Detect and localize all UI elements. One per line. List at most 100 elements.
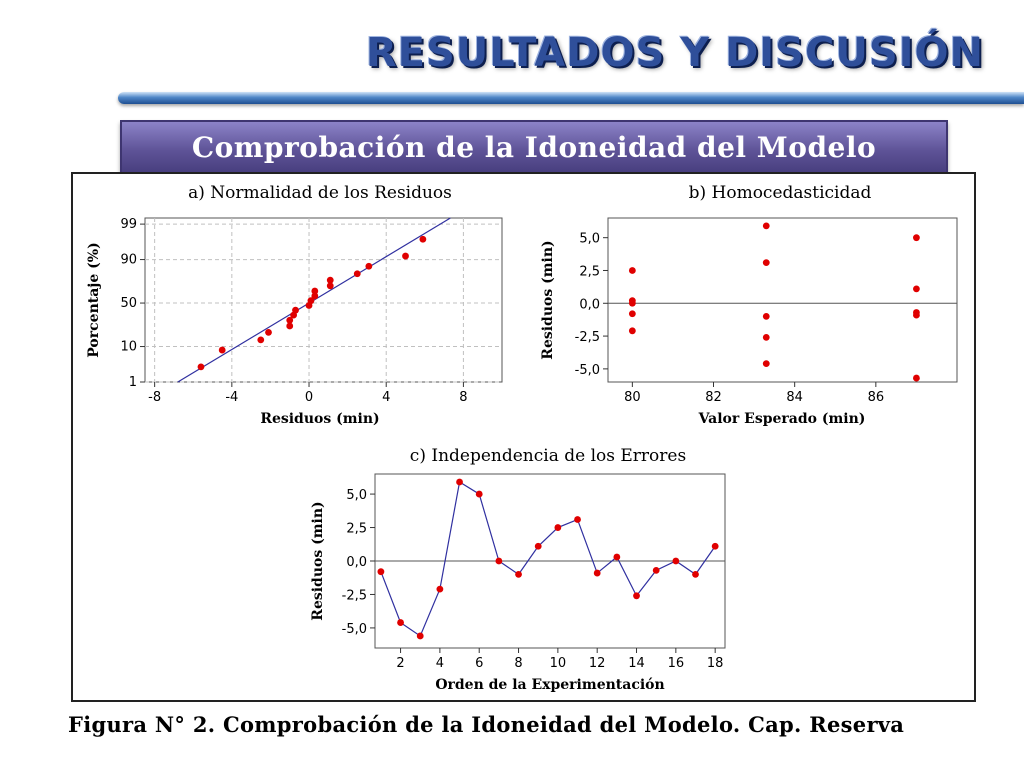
chart-a-xtick-label: 8 xyxy=(459,390,467,405)
chart-c-title: c) Independencia de los Errores xyxy=(410,446,686,466)
chart-b-ytick-label: 2,5 xyxy=(579,264,600,279)
chart-a-point xyxy=(311,287,319,295)
chart-c-point xyxy=(495,557,503,565)
chart-b-xlabel: Valor Esperado (min) xyxy=(698,411,866,427)
chart-a-title: a) Normalidad de los Residuos xyxy=(188,183,452,203)
chart-c-xtick-label: 16 xyxy=(668,656,685,671)
chart-a-ylabel: Porcentaje (%) xyxy=(86,242,102,357)
chart-c-point xyxy=(692,570,699,578)
chart-b-point xyxy=(913,234,920,242)
chart-a-point xyxy=(257,336,265,344)
chart-c-xtick-label: 2 xyxy=(396,656,404,671)
figure-frame xyxy=(71,172,976,702)
chart-c-series-line xyxy=(380,481,716,637)
chart-b-ylabel: Residuos (min) xyxy=(540,240,556,359)
chart-a-point xyxy=(419,235,427,243)
chart-c-xtick-label: 4 xyxy=(436,656,444,671)
chart-a-point xyxy=(353,270,361,278)
chart-c-point xyxy=(554,524,562,531)
chart-c-ylabel: Residuos (min) xyxy=(310,501,326,620)
chart-c-point xyxy=(416,632,424,640)
chart-b-xticks: 80 82 84 86 xyxy=(624,382,884,405)
chart-a-point xyxy=(402,252,409,260)
chart-c-xtick-label: 12 xyxy=(589,656,606,671)
chart-c-point xyxy=(436,585,444,593)
chart-c-yticks: 5,0 2,5 0,0 -2,5 -5,0 xyxy=(342,488,375,637)
chart-c-point xyxy=(672,557,680,565)
chart-a-point xyxy=(311,292,319,300)
chart-b-point xyxy=(628,267,636,274)
chart-b-point xyxy=(628,310,636,318)
chart-a-ytick-label: 10 xyxy=(120,340,137,355)
chart-b-plot-area xyxy=(607,217,958,383)
chart-b-xtick-label: 82 xyxy=(705,390,722,405)
chart-b-xtick-label: 86 xyxy=(868,390,885,405)
chart-a-point xyxy=(265,328,272,336)
chart-c-point xyxy=(633,592,640,600)
chart-a-xtick-label: -8 xyxy=(148,390,161,405)
chart-a-grid xyxy=(145,218,502,383)
chart-a-xtick-label: -4 xyxy=(225,390,238,405)
chart-a-ytick-label: 1 xyxy=(129,375,137,390)
chart-a-ytick-label: 50 xyxy=(120,296,137,311)
chart-a-plot-area xyxy=(144,217,503,383)
chart-b-point xyxy=(762,222,770,230)
chart-b-point xyxy=(628,327,636,335)
chart-b-point xyxy=(913,285,920,293)
chart-c-ytick-label: -5,0 xyxy=(342,622,367,637)
chart-a-point xyxy=(286,316,294,324)
figure-caption: Figura N° 2. Comprobación de la Idoneida… xyxy=(68,712,905,737)
chart-c-points xyxy=(377,478,719,640)
chart-c-ytick-label: 2,5 xyxy=(346,522,367,537)
chart-b-xtick-label: 84 xyxy=(786,390,803,405)
chart-b-point xyxy=(762,333,770,341)
chart-c-xlabel: Orden de la Experimentación xyxy=(435,677,664,693)
chart-c: c) Independencia de los Errores 2 4 6 8 10 12… xyxy=(310,446,726,693)
chart-b-ytick-label: 5,0 xyxy=(579,232,600,247)
chart-a-point xyxy=(326,276,334,284)
chart-c-xtick-label: 6 xyxy=(475,656,483,671)
chart-b-title: b) Homocedasticidad xyxy=(689,183,872,203)
chart-b-ytick-label: 0,0 xyxy=(579,297,600,312)
chart-b-ytick-label: -2,5 xyxy=(575,330,600,345)
chart-c-point xyxy=(652,566,660,574)
chart-c-xtick-label: 18 xyxy=(707,656,724,671)
chart-b-points xyxy=(628,222,920,382)
chart-c-ytick-label: 5,0 xyxy=(346,488,367,503)
chart-a-point xyxy=(197,363,205,371)
chart-b-ytick-label: -5,0 xyxy=(575,363,600,378)
chart-a-point xyxy=(286,322,294,330)
chart-c-ytick-label: 0,0 xyxy=(346,555,367,570)
chart-b: b) Homocedasticidad 80 82 84 86 5,0 2,5 0,0 -2… xyxy=(540,183,958,427)
chart-c-point xyxy=(475,490,483,498)
chart-c-point xyxy=(456,478,463,486)
chart-a-ytick-label: 90 xyxy=(120,253,137,268)
title-underline-bar xyxy=(118,92,1024,104)
chart-a-point xyxy=(307,297,315,305)
chart-b-point xyxy=(913,374,920,382)
chart-a: a) Normalidad de los Residuos -8 -4 0 4 8 11… xyxy=(86,183,503,427)
chart-c-xtick-label: 10 xyxy=(550,656,567,671)
chart-c-point xyxy=(515,570,522,578)
chart-c-point xyxy=(613,553,621,561)
chart-c-point xyxy=(593,569,601,577)
chart-c-point xyxy=(377,568,385,576)
chart-a-xlabel: Residuos (min) xyxy=(260,411,379,427)
chart-a-ytick-label: 99 xyxy=(120,217,137,232)
chart-a-point xyxy=(292,306,299,314)
chart-a-points xyxy=(197,235,427,371)
chart-b-point xyxy=(762,259,770,267)
chart-b-point xyxy=(913,311,920,319)
chart-a-xticks: -8 -4 0 4 8 xyxy=(148,382,468,405)
chart-c-point xyxy=(397,619,404,626)
chart-b-point xyxy=(762,313,770,320)
chart-c-xtick-label: 14 xyxy=(628,656,645,671)
chart-a-xtick-label: 4 xyxy=(382,390,390,405)
chart-c-ytick-label: -2,5 xyxy=(342,588,367,603)
chart-a-point xyxy=(218,346,226,354)
chart-c-point xyxy=(574,516,581,523)
chart-c-point xyxy=(534,542,542,550)
chart-c-xtick-label: 8 xyxy=(514,656,522,671)
chart-a-point xyxy=(326,282,334,290)
chart-b-xtick-label: 80 xyxy=(624,390,641,405)
